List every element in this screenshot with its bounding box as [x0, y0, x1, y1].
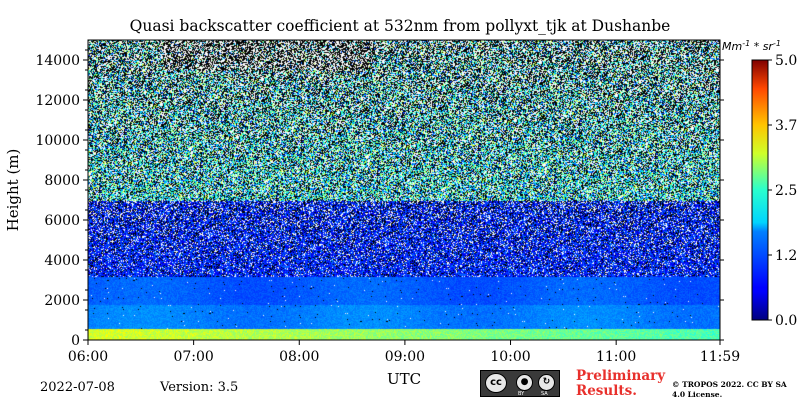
- cc-by-text: BY: [518, 391, 525, 397]
- y-tick-label: 8000: [44, 173, 80, 189]
- y-tick-label: 10000: [35, 133, 80, 149]
- cc-icon: cc: [485, 373, 507, 393]
- y-tick-label: 0: [71, 333, 80, 349]
- share-alike-icon: ↻: [538, 374, 555, 391]
- colorbar-tick-label: 0.0: [775, 313, 797, 329]
- colorbar: [751, 59, 769, 321]
- axes: 0 2000 4000 6000 8000 10000 12000 14000 06:00 07:…: [35, 49, 740, 365]
- x-tick-label: 11:59: [700, 349, 740, 365]
- x-tick-label: 11:00: [596, 349, 636, 365]
- x-tick-label: 07:00: [173, 349, 213, 365]
- y-tick-label: 4000: [44, 253, 80, 269]
- colorbar-tick-label: 5.0: [775, 53, 797, 69]
- colorbar-tick-label: 3.7: [775, 118, 797, 134]
- cc-badge-strip: BY SA: [509, 391, 559, 397]
- x-tick-label: 09:00: [385, 349, 425, 365]
- x-tick-label: 06:00: [68, 349, 108, 365]
- date-label: 2022-07-08: [40, 380, 115, 395]
- colorbar-ticks: 0.0 1.2 2.5 3.7 5.0: [768, 53, 797, 329]
- heatmap-image: [88, 40, 720, 340]
- y-tick-label: 2000: [44, 293, 80, 309]
- chart-title: Quasi backscatter coefficient at 532nm f…: [129, 17, 671, 35]
- y-tick-label: 12000: [35, 93, 80, 109]
- colorbar-tick-label: 1.2: [775, 248, 797, 264]
- copyright-notice: © TROPOS 2022. CC BY SA 4.0 License.: [672, 380, 787, 399]
- y-tick-label: 6000: [44, 213, 80, 229]
- y-tick-label: 14000: [35, 53, 80, 69]
- cc-sa-text: SA: [541, 391, 548, 397]
- colorbar-tick-label: 2.5: [775, 183, 797, 199]
- colorbar-unit-label: Mm-1 * sr-1: [722, 39, 781, 54]
- x-tick-label: 10:00: [490, 349, 530, 365]
- preliminary-results-label: Preliminary Results.: [576, 368, 666, 399]
- heatmap: [88, 40, 720, 340]
- x-axis-label: UTC: [387, 370, 421, 388]
- attribution-icon: ●: [516, 374, 533, 391]
- x-tick-label: 08:00: [279, 349, 319, 365]
- y-axis-label: Height (m): [4, 149, 22, 232]
- cc-license-badge[interactable]: cc ● ↻ BY SA: [480, 370, 560, 397]
- version-label: Version: 3.5: [160, 380, 239, 395]
